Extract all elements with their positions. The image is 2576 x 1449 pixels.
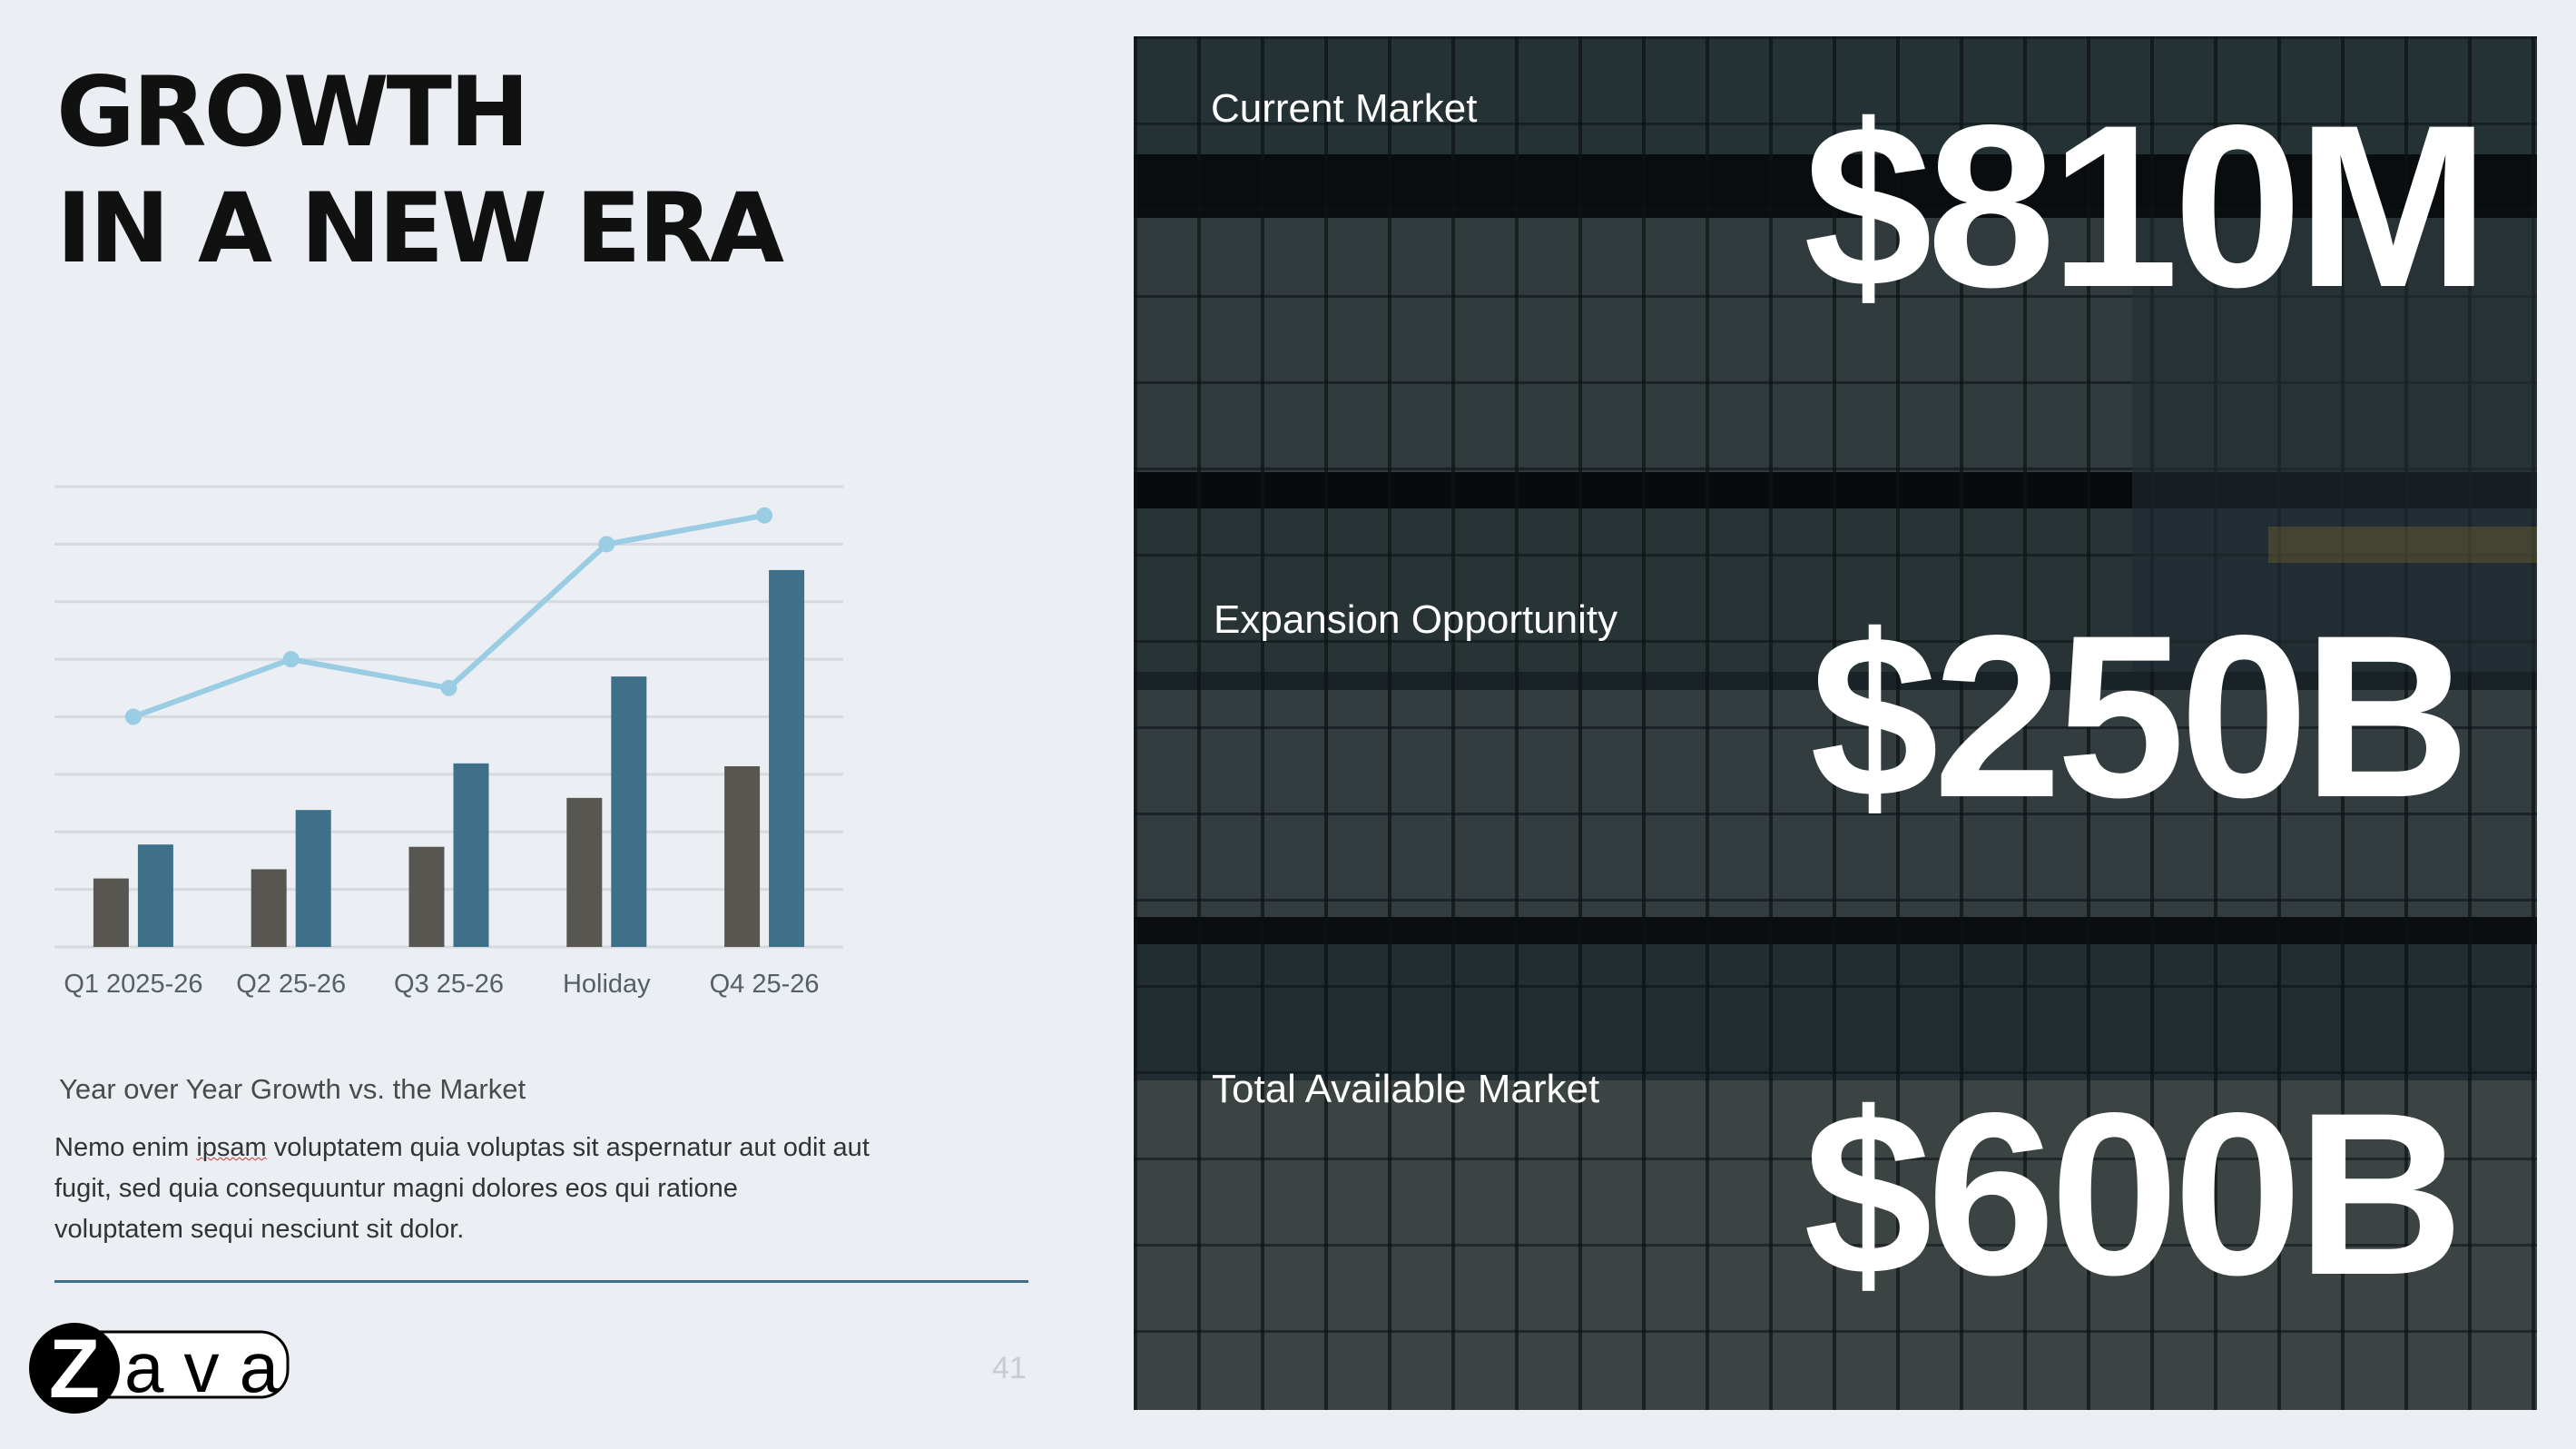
chart-caption: Year over Year Growth vs. the Market: [59, 1073, 526, 1105]
x-tick-label: Q1 2025-26: [64, 970, 202, 999]
x-tick-label: Holiday: [563, 970, 651, 999]
bar-blue: [769, 569, 805, 947]
x-tick-label: Q3 25-26: [394, 970, 504, 999]
page-title: GROWTH IN A NEW ERA: [56, 54, 784, 287]
line-point: [124, 708, 142, 725]
line-point: [440, 679, 457, 696]
zava-logo: Z ava: [29, 1321, 292, 1421]
metric-label-tam: Total Available Market: [1212, 1067, 1600, 1111]
page-number: 41: [992, 1351, 1027, 1385]
bar-blue: [137, 844, 173, 947]
title-line-2: IN A NEW ERA: [56, 172, 784, 284]
bar-blue: [295, 810, 331, 947]
metric-value-tam: $600B: [1804, 1065, 2463, 1324]
metric-label-current-market: Current Market: [1211, 86, 1478, 131]
body-paragraph: Nemo enim ipsam voluptatem quia voluptas…: [54, 1128, 871, 1250]
body-text: voluptatem quia voluptas sit aspernatur …: [54, 1133, 870, 1244]
building-photo: [1134, 36, 2537, 1410]
bar-gray: [408, 846, 445, 947]
title-line-1: GROWTH: [56, 56, 530, 168]
line-point: [598, 536, 615, 553]
growth-chart: Q1 2025-26 Q2 25-26 Q3 25-26 Holiday Q4 25-2…: [54, 485, 843, 999]
divider: [54, 1280, 1028, 1283]
bar-blue: [453, 763, 489, 947]
x-tick-label: Q4 25-26: [710, 970, 820, 999]
misspelled-word: ipsam: [196, 1133, 267, 1162]
metric-value-expansion: $250B: [1810, 587, 2470, 846]
bar-gray: [251, 869, 287, 947]
svg-text:ava: ava: [124, 1327, 280, 1407]
svg-text:Z: Z: [49, 1323, 100, 1415]
x-tick-label: Q2 25-26: [236, 970, 346, 999]
metric-value-current-market: $810M: [1804, 77, 2490, 336]
bar-blue: [611, 676, 647, 947]
line-point: [756, 507, 773, 524]
building-image-panel: Current Market $810M Expansion Opportuni…: [1134, 36, 2537, 1410]
bar-gray: [724, 766, 761, 947]
metric-label-expansion: Expansion Opportunity: [1214, 597, 1618, 642]
bar-gray: [93, 878, 129, 947]
body-text: Nemo enim: [54, 1133, 197, 1162]
bar-gray: [566, 797, 603, 947]
line-point: [282, 651, 300, 668]
